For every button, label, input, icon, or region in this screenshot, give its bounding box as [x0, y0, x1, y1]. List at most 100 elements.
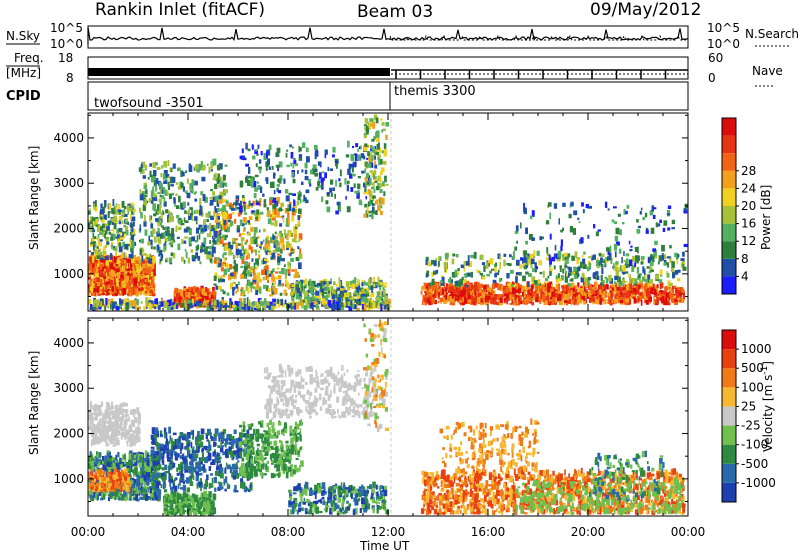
heatmap-cell [637, 225, 641, 228]
heatmap-cell [542, 287, 545, 292]
heatmap-cell [449, 294, 453, 298]
heatmap-cell [435, 258, 438, 262]
heatmap-cell [514, 246, 517, 251]
heatmap-cell [474, 289, 477, 296]
heatmap-cell [141, 290, 145, 294]
heatmap-cell [289, 262, 291, 269]
heatmap-cell [157, 208, 161, 215]
heatmap-cell [214, 219, 219, 224]
heatmap-cell [116, 228, 119, 234]
heatmap-cell [89, 280, 92, 287]
heatmap-cell [234, 238, 238, 241]
heatmap-cell [439, 280, 444, 284]
heatmap-cell [368, 210, 373, 214]
heatmap-cell [305, 189, 310, 194]
heatmap-cell [223, 264, 225, 267]
heatmap-cell [235, 204, 237, 211]
heatmap-cell [682, 266, 687, 271]
heatmap-cell [644, 283, 648, 289]
heatmap-cell [677, 269, 681, 273]
heatmap-cell [644, 279, 648, 283]
heatmap-cell [97, 261, 102, 266]
heatmap-cell [615, 269, 619, 277]
heatmap-cell [324, 301, 329, 304]
heatmap-cell [633, 298, 637, 304]
heatmap-cell [208, 301, 211, 308]
heatmap-cell [371, 203, 375, 206]
heatmap-cell [650, 279, 653, 283]
heatmap-cell [499, 297, 503, 303]
heatmap-cell [463, 294, 467, 299]
heatmap-cell [188, 242, 192, 247]
heatmap-cell [591, 284, 594, 290]
heatmap-cell [297, 192, 302, 197]
heatmap-cell [464, 273, 468, 278]
heatmap-cell [115, 236, 120, 239]
heatmap-cell [152, 228, 156, 234]
heatmap-cell [673, 285, 677, 289]
heatmap-cell [492, 279, 497, 284]
heatmap-cell [650, 269, 654, 272]
heatmap-cell [549, 286, 553, 294]
heatmap-cell [317, 293, 320, 299]
heatmap-cell [287, 269, 291, 274]
heatmap-cell [621, 257, 623, 264]
heatmap-cell [631, 265, 635, 272]
heatmap-cell [154, 306, 157, 309]
heatmap-cell [666, 292, 669, 298]
heatmap-cell [484, 295, 487, 303]
heatmap-cell [158, 238, 162, 244]
heatmap-cell [558, 283, 561, 291]
heatmap-cell [168, 217, 172, 223]
heatmap-cell [379, 199, 381, 205]
heatmap-cell [170, 237, 173, 244]
heatmap-cell [344, 305, 346, 308]
heatmap-cell [338, 281, 342, 288]
heatmap-cell [628, 240, 631, 245]
heatmap-cell [637, 274, 641, 279]
heatmap-cell [470, 254, 474, 258]
heatmap-cell [451, 258, 455, 265]
heatmap-cell [458, 296, 462, 300]
heatmap-cell [129, 263, 132, 269]
heatmap-cell [650, 256, 654, 261]
date-label: 09/May/2012 [590, 0, 702, 20]
heatmap-cell [438, 256, 440, 261]
heatmap-cell [217, 242, 220, 246]
heatmap-cell [313, 144, 318, 150]
heatmap-cell [477, 293, 480, 298]
heatmap-cell [364, 187, 367, 194]
heatmap-cell [311, 294, 314, 301]
heatmap-cell [100, 203, 103, 209]
heatmap-cell [560, 245, 563, 251]
heatmap-cell [135, 274, 138, 277]
heatmap-cell [249, 241, 252, 246]
heatmap-cell [682, 251, 685, 257]
heatmap-cell [209, 293, 213, 298]
heatmap-cell [255, 163, 258, 168]
heatmap-cell [375, 282, 380, 285]
heatmap-cell [479, 298, 483, 303]
heatmap-cell [187, 295, 191, 299]
heatmap-cell [572, 228, 576, 235]
heatmap-cell [223, 182, 226, 186]
heatmap-cell [130, 234, 135, 240]
heatmap-cell [370, 148, 372, 152]
heatmap-cell [117, 209, 122, 213]
heatmap-cell [136, 299, 139, 306]
heatmap-cell [570, 282, 575, 290]
heatmap-cell [90, 304, 92, 309]
heatmap-cell [354, 277, 357, 284]
nsky-label: N.Sky [6, 29, 40, 43]
heatmap-cell [656, 296, 660, 300]
heatmap-cell [303, 194, 306, 201]
heatmap-cell [103, 251, 107, 255]
heatmap-cell [276, 196, 280, 204]
heatmap-cell [239, 155, 243, 160]
heatmap-cell [475, 285, 478, 292]
heatmap-cell [320, 179, 324, 183]
heatmap-cell [468, 292, 473, 299]
heatmap-cell [129, 276, 131, 281]
heatmap-cell [423, 282, 427, 288]
heatmap-cell [250, 216, 253, 221]
